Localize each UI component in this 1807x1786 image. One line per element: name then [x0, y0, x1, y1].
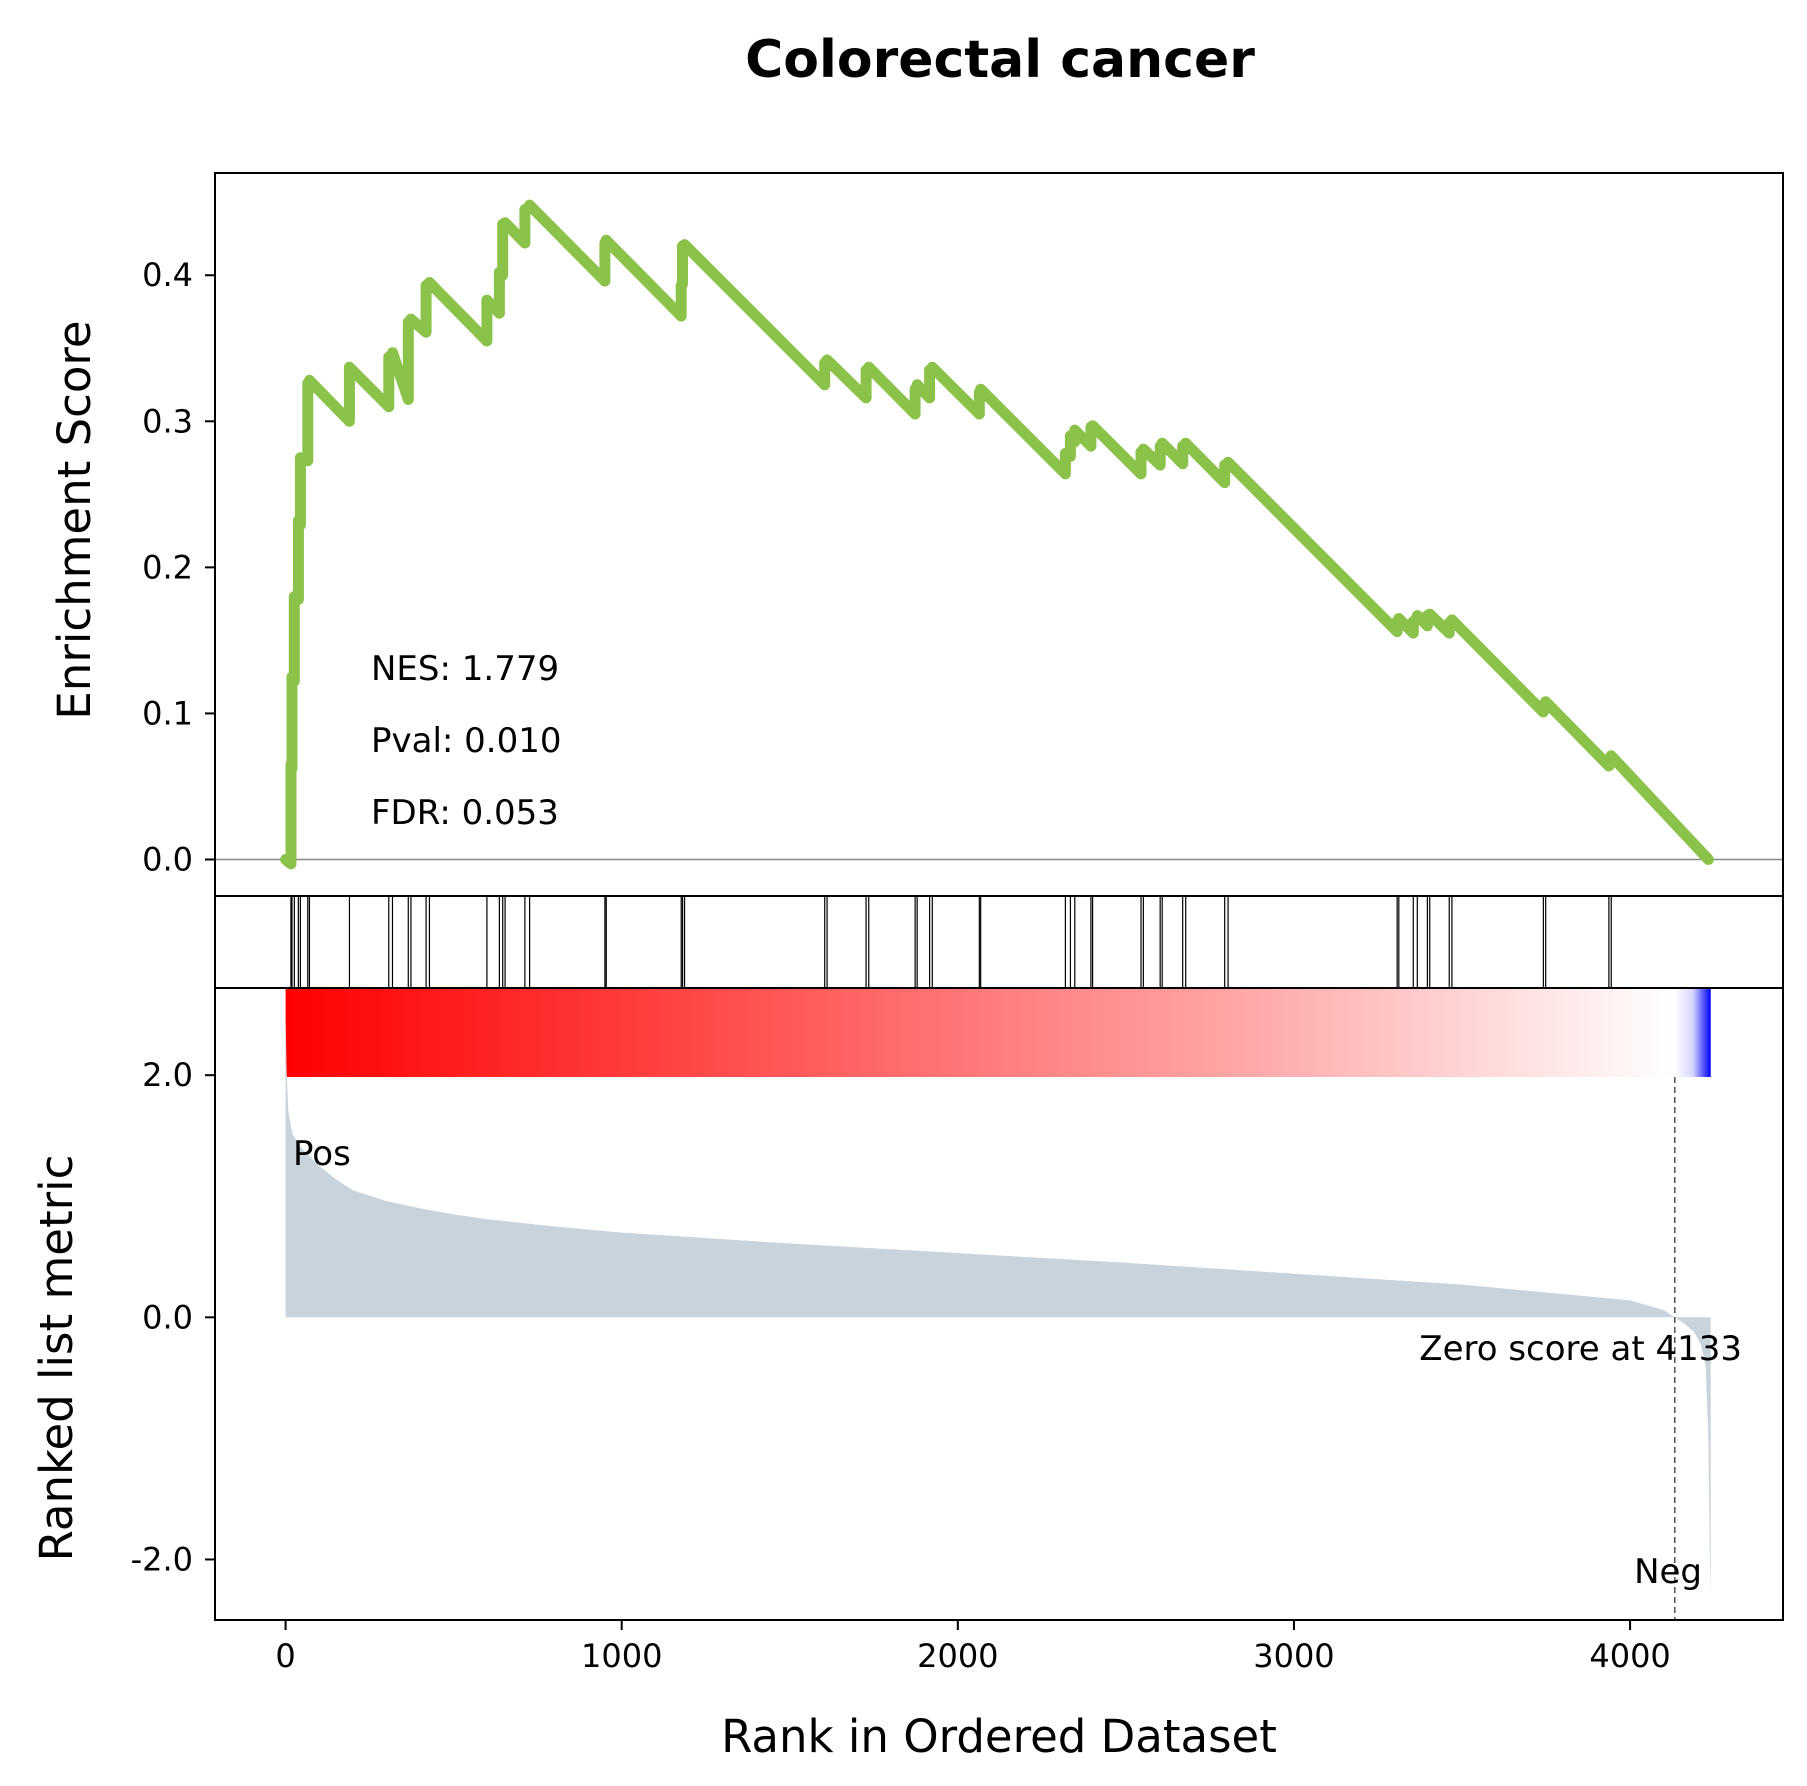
- x-tick-label: 1000: [581, 1637, 662, 1675]
- nes-stat: NES: 1.779: [371, 649, 559, 689]
- x-tick-label: 3000: [1253, 1637, 1334, 1675]
- x-tick-label: 0: [275, 1637, 295, 1675]
- hits-panel: [214, 895, 1784, 989]
- ranked-panel: Pos Neg Zero score at 4133 2.0 0.0 -2.0 Ra…: [30, 987, 1784, 1621]
- ranked-frame: [214, 987, 1784, 1621]
- x-tick-label: 4000: [1589, 1637, 1670, 1675]
- pos-label: Pos: [293, 1134, 351, 1174]
- zero-score-label: Zero score at 4133: [1419, 1329, 1742, 1369]
- rm-y-label: Ranked list metric: [30, 1155, 83, 1562]
- fdr-stat: FDR: 0.053: [371, 793, 559, 833]
- x-axis-label: Rank in Ordered Dataset: [721, 1710, 1277, 1763]
- hit-ticks: [290, 896, 1612, 988]
- es-y-tick-label: 0.1: [142, 694, 193, 732]
- es-y-tick-label: 0.2: [142, 548, 193, 586]
- rm-y-tick-label: 0.0: [142, 1298, 193, 1336]
- es-y-tick-label: 0.0: [142, 840, 193, 878]
- chart-title: Colorectal cancer: [745, 30, 1255, 90]
- rank-heatmap: [285, 988, 1711, 1077]
- ranked-fill: [285, 1017, 1711, 1596]
- x-tick-label: 2000: [917, 1637, 998, 1675]
- es-y-label: Enrichment Score: [48, 320, 101, 719]
- neg-label: Neg: [1634, 1552, 1702, 1592]
- pval-stat: Pval: 0.010: [371, 721, 562, 761]
- es-line: [280, 199, 1714, 870]
- rm-y-ticks: 2.0 0.0 -2.0: [131, 1056, 215, 1578]
- hits-frame: [214, 895, 1784, 989]
- enrichment-panel: 0.0 0.1 0.2 0.3 0.4 Enrichment Score NES: 1.…: [48, 172, 1784, 897]
- rm-y-tick-label: 2.0: [142, 1056, 193, 1094]
- es-y-ticks: 0.0 0.1 0.2 0.3 0.4: [142, 256, 215, 878]
- es-plot-frame: [214, 172, 1784, 897]
- es-y-tick-label: 0.4: [142, 256, 193, 294]
- rm-y-tick-label: -2.0: [131, 1540, 193, 1578]
- es-y-tick-label: 0.3: [142, 402, 193, 440]
- x-axis-ticks: 0 1000 2000 3000 4000: [275, 1620, 1671, 1675]
